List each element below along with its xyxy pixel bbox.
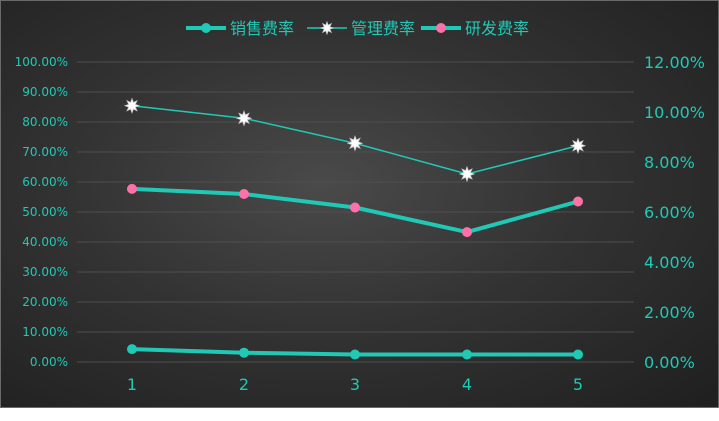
series-marker-2 bbox=[569, 137, 587, 154]
combo-line-chart: 0.00%10.00%20.00%30.00%40.00%50.00%60.00… bbox=[15, 19, 705, 394]
series-marker-2 bbox=[458, 165, 476, 183]
series-marker-2 bbox=[235, 110, 253, 127]
chart-frame: 0.00% 10.00% 20.00% 30.00% 40.00% 50.00% 60.00… bbox=[0, 0, 719, 408]
series-marker-1 bbox=[350, 349, 360, 360]
y-left-tick-label: 10.00% bbox=[22, 325, 68, 339]
series-marker-1 bbox=[462, 349, 472, 360]
series-marker-3 bbox=[239, 189, 249, 199]
legend-label-1: 销售费率 bbox=[230, 19, 294, 38]
y-right-tick-label: 10.00% bbox=[644, 103, 705, 122]
y-right-tick-label: 4.00% bbox=[644, 253, 695, 272]
series-marker-1 bbox=[127, 344, 137, 355]
series-marker-3 bbox=[127, 183, 137, 194]
legend-marker-3 bbox=[436, 23, 446, 33]
y-left-tick-label: 40.00% bbox=[22, 235, 68, 249]
legend-label-2: 管理费率 bbox=[351, 19, 415, 38]
x-tick-label: 5 bbox=[573, 375, 583, 394]
series-marker-1 bbox=[239, 347, 249, 358]
y-left-tick-label: 70.00% bbox=[22, 145, 68, 159]
series-marker-1 bbox=[573, 349, 583, 360]
legend-label-3: 研发费率 bbox=[465, 19, 529, 38]
y-left-tick-label: 60.00% bbox=[22, 175, 68, 189]
legend-marker-2 bbox=[319, 20, 335, 36]
y-left-tick-label: 90.00% bbox=[22, 85, 68, 99]
legend-marker-1 bbox=[201, 23, 211, 33]
x-tick-label: 1 bbox=[127, 375, 137, 394]
series-marker-3 bbox=[350, 202, 360, 213]
y-right-tick-label: 0.00% bbox=[644, 353, 695, 372]
y-right-tick-label: 8.00% bbox=[644, 153, 695, 172]
series-marker-2 bbox=[123, 97, 141, 114]
y-left-tick-label: 50.00% bbox=[22, 205, 68, 219]
series-marker-2 bbox=[346, 135, 364, 152]
x-tick-label: 3 bbox=[350, 375, 360, 394]
y-right-tick-label: 2.00% bbox=[644, 303, 695, 322]
y-right-tick-label: 6.00% bbox=[644, 203, 695, 222]
series-marker-3 bbox=[573, 196, 583, 207]
y-left-tick-label: 30.00% bbox=[22, 265, 68, 279]
y-left-tick-label: 80.00% bbox=[22, 115, 68, 129]
y-left-tick-label: 0.00% bbox=[30, 355, 68, 369]
x-tick-label: 2 bbox=[239, 375, 249, 394]
y-left-tick-label: 100.00% bbox=[15, 55, 68, 69]
y-right-tick-label: 12.00% bbox=[644, 53, 705, 72]
y-left-tick-label: 20.00% bbox=[22, 295, 68, 309]
x-tick-label: 4 bbox=[462, 375, 472, 394]
series-marker-3 bbox=[462, 227, 472, 238]
